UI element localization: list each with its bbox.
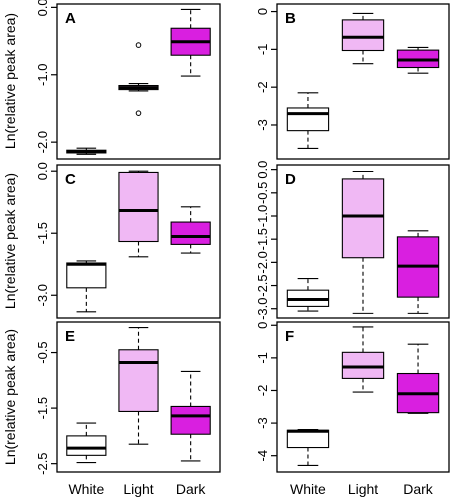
plot-frame bbox=[276, 3, 450, 160]
panel-f: F 0 -1 -2 -3 -4 White Light Dark bbox=[255, 321, 450, 497]
y-tick-label: 0.0 bbox=[255, 161, 270, 179]
y-tick-label: -1.5 bbox=[35, 222, 50, 244]
panel-letter: D bbox=[285, 171, 296, 188]
y-tick-label: 0 bbox=[255, 322, 270, 329]
iqr-box bbox=[341, 351, 385, 379]
box-white bbox=[66, 147, 107, 155]
y-tick-label: 0.0 bbox=[35, 162, 50, 180]
plot-frame bbox=[276, 321, 450, 473]
y-tick-label: -0.5 bbox=[35, 341, 50, 363]
panel-d: D 0.0 -0.5-1.0-1.5-2.0-2.5 -3.0 bbox=[255, 161, 450, 320]
iqr-box bbox=[170, 405, 211, 435]
iqr-box bbox=[286, 107, 330, 132]
y-tick-label: -2 bbox=[255, 385, 270, 397]
iqr-box bbox=[341, 19, 385, 52]
y-tick-label: 0.0 bbox=[35, 0, 50, 16]
box-light bbox=[118, 327, 159, 445]
y-tick-label: -0.5 bbox=[255, 182, 270, 204]
box-dark bbox=[396, 343, 440, 414]
x-category-label: Light bbox=[348, 481, 378, 497]
panel-letter: F bbox=[285, 328, 294, 345]
plot-frame bbox=[276, 164, 450, 319]
panel-b: B 0 -1 -2 -3 bbox=[255, 3, 450, 160]
panel-letter: C bbox=[65, 171, 76, 188]
iqr-box bbox=[66, 435, 107, 456]
y-tick-label: -3.0 bbox=[35, 284, 50, 306]
x-category-label: Dark bbox=[176, 481, 207, 497]
panel-letter: A bbox=[65, 10, 76, 27]
box-white bbox=[66, 422, 107, 464]
plot-frame bbox=[56, 3, 221, 160]
plot-frame bbox=[56, 164, 221, 319]
iqr-box bbox=[118, 349, 159, 412]
panel-e: E -0.5 -1.5 -2.5 White Light Dark bbox=[35, 321, 221, 497]
y-tick-label: -2.0 bbox=[35, 131, 50, 153]
y-tick-label: -1 bbox=[255, 352, 270, 364]
y-tick-label: -3 bbox=[255, 417, 270, 429]
box-dark bbox=[170, 206, 211, 254]
box-light bbox=[341, 170, 385, 314]
box-dark bbox=[170, 8, 211, 77]
y-tick-label: -2.5 bbox=[35, 452, 50, 474]
box-dark bbox=[396, 230, 440, 314]
y-axis-label: Ln(relative peak area) bbox=[2, 173, 18, 309]
x-category-label: Light bbox=[123, 481, 153, 497]
box-white bbox=[286, 278, 330, 312]
y-tick-label: -1.5 bbox=[35, 397, 50, 419]
box-white bbox=[66, 260, 107, 313]
x-category-label: Dark bbox=[403, 481, 434, 497]
box-light bbox=[341, 12, 385, 65]
plot-frame bbox=[56, 321, 221, 473]
panel-letter: B bbox=[285, 10, 296, 27]
y-tick-label: -2.5 bbox=[255, 274, 270, 296]
y-axis-label: Ln(relative peak area) bbox=[2, 329, 18, 465]
x-category-label: White bbox=[68, 481, 104, 497]
iqr-box bbox=[66, 262, 107, 289]
box-light bbox=[118, 170, 159, 258]
x-category-label: White bbox=[290, 481, 326, 497]
y-tick-label: -2.0 bbox=[255, 251, 270, 273]
y-tick-label: -1.0 bbox=[255, 205, 270, 227]
y-tick-label: 0 bbox=[255, 8, 270, 15]
box-white bbox=[286, 429, 330, 467]
iqr-box bbox=[341, 178, 385, 259]
box-dark bbox=[396, 46, 440, 74]
panel-a: A 0.0 -1.0 -2.0 bbox=[35, 0, 221, 160]
y-tick-label: -3.0 bbox=[255, 298, 270, 320]
y-axis-label: Ln(relative peak area) bbox=[2, 13, 18, 149]
iqr-box bbox=[118, 171, 159, 243]
iqr-box bbox=[170, 221, 211, 245]
y-tick-label: -1 bbox=[255, 44, 270, 56]
iqr-box bbox=[286, 429, 330, 449]
box-light bbox=[341, 326, 385, 393]
outlier-point bbox=[135, 42, 142, 48]
panel-letter: E bbox=[65, 328, 75, 345]
y-tick-label: -2 bbox=[255, 81, 270, 93]
outlier-point bbox=[135, 110, 142, 116]
y-tick-label: -1.5 bbox=[255, 228, 270, 250]
y-tick-label: -1.0 bbox=[35, 64, 50, 86]
y-tick-label: -4 bbox=[255, 450, 270, 462]
y-tick-label: -3 bbox=[255, 119, 270, 131]
box-white bbox=[286, 92, 330, 149]
panel-c: C 0.0 -1.5 -3.0 bbox=[35, 162, 221, 319]
box-dark bbox=[170, 370, 211, 462]
box-light bbox=[118, 42, 159, 116]
